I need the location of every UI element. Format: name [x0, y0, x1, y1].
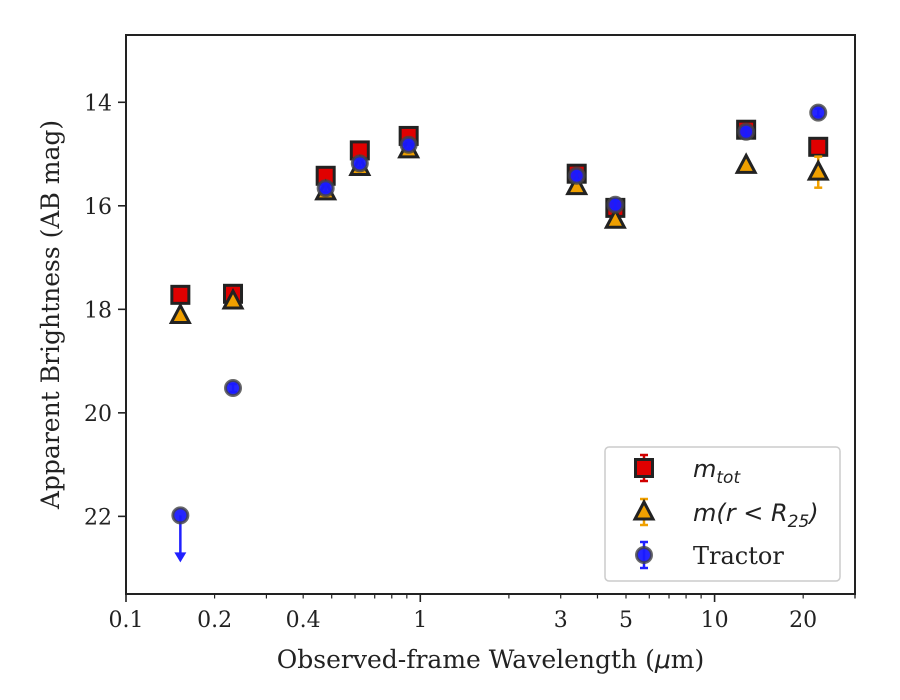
x-axis-label: Observed-frame Wavelength (μm) — [277, 645, 704, 674]
data-point-tractor — [809, 103, 828, 122]
y-axis-label: Apparent Brightness (AB mag) — [36, 120, 65, 510]
data-marks — [168, 103, 830, 563]
y-tick-label: 20 — [84, 402, 112, 427]
legend-label-mr25: m(r < R25) — [693, 499, 819, 532]
x-tick-label: 1 — [413, 608, 427, 633]
legend-box — [604, 446, 841, 582]
data-point-mr25 — [221, 287, 245, 310]
x-tick-label: 3 — [554, 608, 568, 633]
legend-label-mtot: mtot — [693, 455, 741, 488]
legend-item-mr25: m(r < R25) — [632, 497, 819, 532]
legend: mtot m(r < R25) Tractor — [604, 446, 841, 582]
legend-marker-tractor — [635, 546, 653, 564]
data-point-tractor — [737, 122, 756, 141]
legend-marker-mr25 — [632, 498, 656, 521]
x-tick-label: 5 — [619, 608, 633, 633]
data-point-mr25 — [603, 207, 627, 229]
data-point-tractor — [567, 166, 586, 185]
x-tick-label: 10 — [701, 608, 729, 633]
data-point-tractor — [171, 506, 190, 525]
y-tick-label: 18 — [84, 298, 112, 323]
data-point-tractor — [316, 179, 335, 198]
data-point-mtot — [808, 136, 829, 157]
y-tick-label: 22 — [84, 505, 112, 530]
x-tick-label: 0.4 — [286, 608, 321, 633]
data-point-tractor — [606, 195, 625, 214]
legend-marker-mtot — [634, 458, 654, 478]
y-tick-label: 16 — [84, 195, 112, 220]
legend-label-tractor: Tractor — [693, 542, 784, 570]
x-tick-label: 20 — [789, 608, 817, 633]
axis-ticks: 0.1 0.2 0.4 1 3 5 10 20 14 16 18 20 22 — [84, 91, 856, 633]
data-point-tractor — [399, 135, 418, 154]
legend-item-tractor: Tractor — [635, 540, 784, 570]
x-tick-label: 0.2 — [197, 608, 232, 633]
plot-frame — [125, 34, 856, 595]
data-point-mr25 — [806, 158, 830, 181]
series-tractor — [171, 103, 828, 563]
upper-limit-arrowhead — [174, 552, 187, 563]
legend-item-mtot: mtot — [634, 453, 741, 488]
data-point-tractor — [350, 154, 369, 173]
data-point-mtot — [170, 284, 191, 305]
data-point-tractor — [224, 378, 243, 397]
data-point-mr25 — [734, 152, 758, 174]
data-point-mr25 — [565, 173, 589, 196]
x-tick-label: 0.1 — [109, 608, 144, 633]
data-point-mr25 — [168, 302, 192, 325]
y-tick-label: 14 — [84, 91, 112, 116]
